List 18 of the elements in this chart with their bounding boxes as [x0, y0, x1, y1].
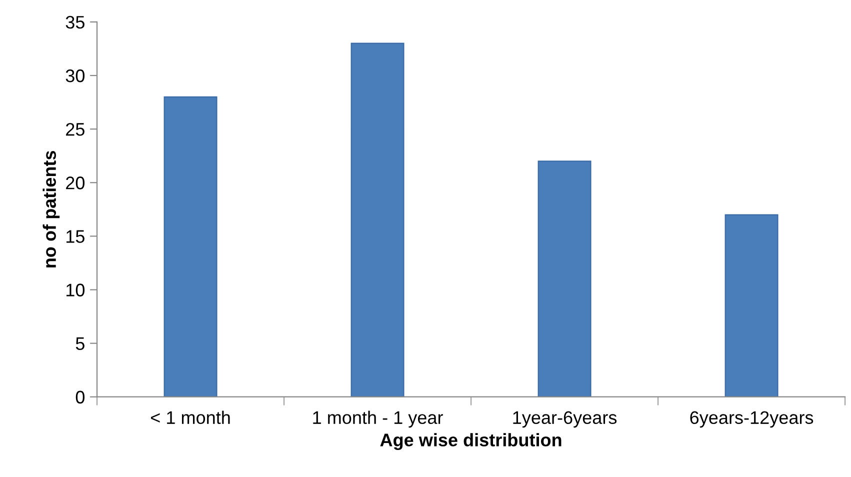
y-tick-label: 5 [76, 337, 84, 350]
y-tick-label: 10 [66, 284, 85, 296]
y-axis-title: no of patients [42, 150, 60, 268]
x-tick-label: 1 month - 1 year [313, 410, 443, 428]
y-tick-label: 20 [66, 176, 85, 190]
bar [538, 160, 592, 397]
x-tick-label: 6years-12years [690, 411, 814, 428]
x-tick-label: 1year-6years [513, 411, 617, 428]
bar [350, 42, 404, 397]
y-tick-label: 30 [66, 69, 85, 82]
y-tick-label: 25 [66, 122, 84, 136]
bar [164, 96, 218, 397]
x-axis-title: Age wise distribution [380, 433, 562, 450]
y-tick-label: 15 [66, 230, 84, 243]
bar [724, 214, 778, 397]
y-tick-label: 35 [66, 16, 84, 29]
y-tick-label: 0 [76, 390, 85, 404]
x-tick-label: < 1 month [151, 410, 230, 424]
